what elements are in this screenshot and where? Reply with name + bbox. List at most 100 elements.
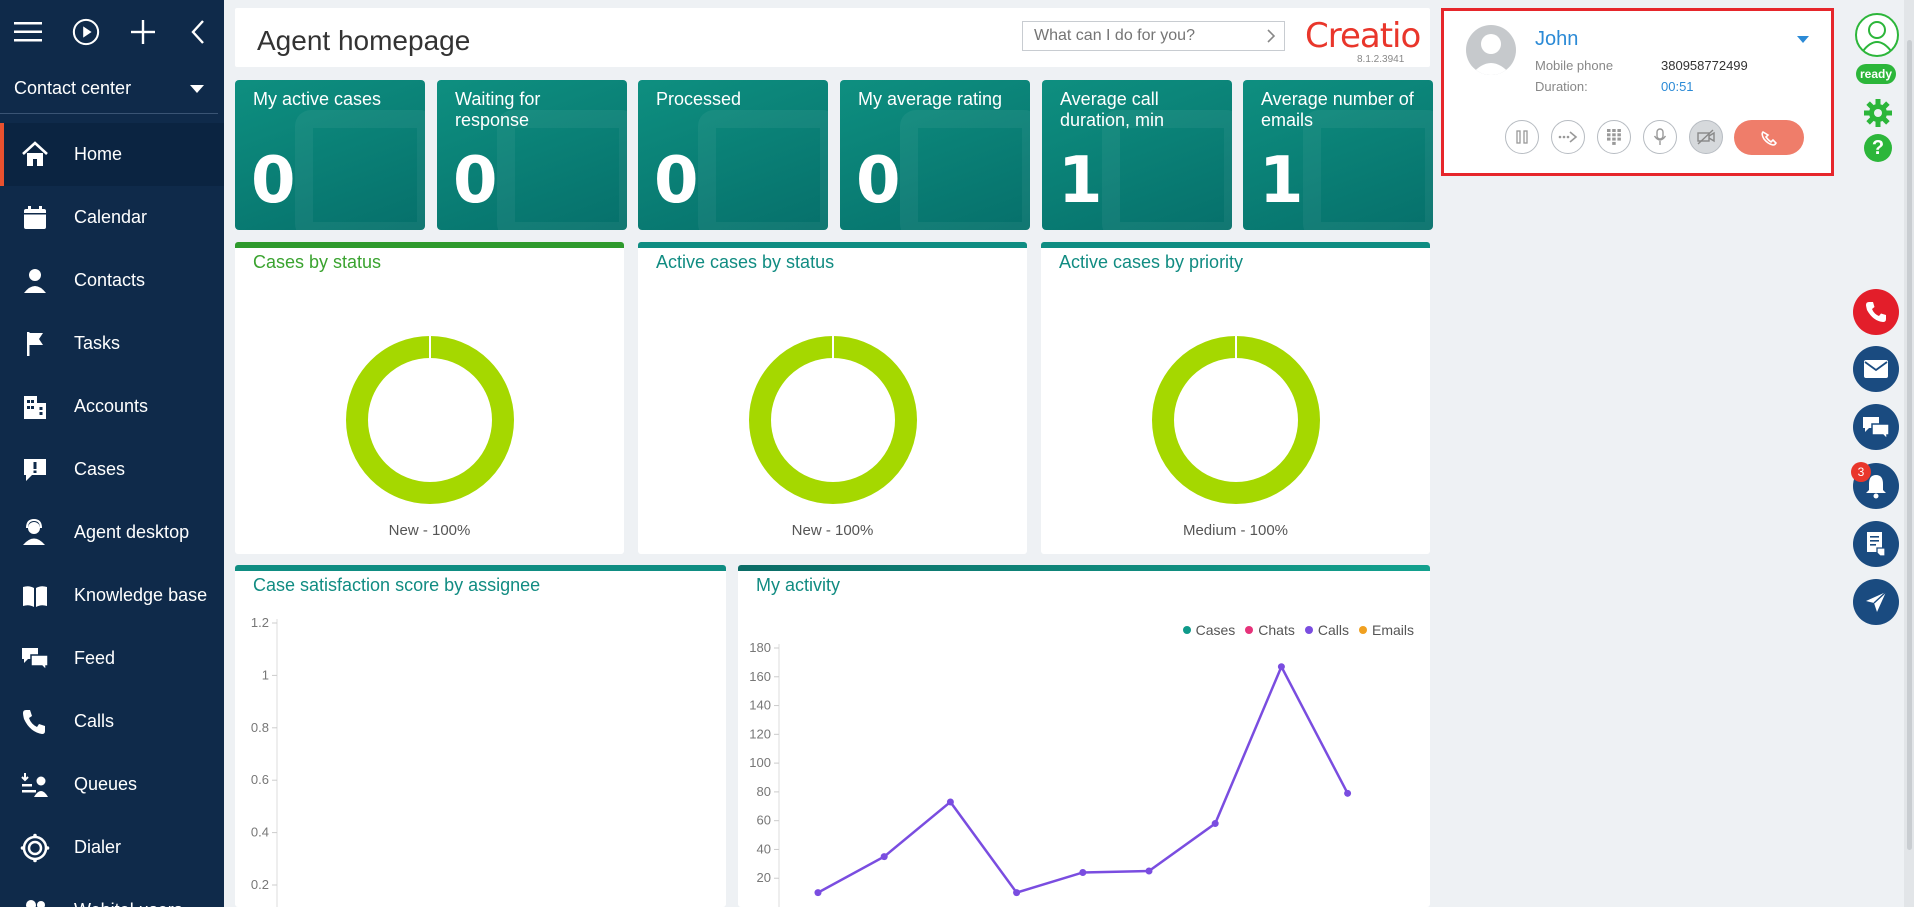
y-tick-label: 20	[757, 870, 771, 885]
legend-label: Calls	[1317, 622, 1349, 638]
satisfaction-panel: Case satisfaction score by assignee 1.2 1…	[235, 565, 726, 907]
sidebar-item-label: Calendar	[74, 207, 148, 227]
play-icon[interactable]	[72, 18, 100, 46]
collapse-icon[interactable]	[186, 18, 210, 46]
notification-count: 3	[1851, 462, 1871, 482]
user-profile-button[interactable]	[1855, 13, 1899, 57]
video-off-icon	[1697, 129, 1715, 145]
satisfaction-chart: 1.2 1 0.8 0.6 0.4 0.2	[251, 615, 278, 907]
sidebar-item-label: Dialer	[74, 837, 122, 857]
legend-item[interactable]: Calls	[1304, 622, 1349, 638]
sidebar-item-agent-desktop[interactable]: Agent desktop	[0, 501, 224, 564]
phone-button[interactable]	[1853, 289, 1899, 335]
send-button[interactable]	[1853, 579, 1899, 625]
menu-icon[interactable]	[14, 18, 42, 46]
satisfaction-title: Case satisfaction score by assignee	[253, 575, 541, 595]
tile-decoration	[1102, 110, 1232, 230]
sidebar-item-accounts[interactable]: Accounts	[0, 375, 224, 438]
sidebar-item-calendar[interactable]: Calendar	[0, 186, 224, 249]
data-point[interactable]	[1013, 889, 1021, 897]
tile-decoration	[1303, 110, 1433, 230]
sidebar-item-knowledge-base[interactable]: Knowledge base	[0, 564, 224, 627]
transfer-button[interactable]	[1551, 120, 1585, 154]
command-line[interactable]	[1022, 21, 1285, 51]
kpi-tile[interactable]: Average call duration, min 1	[1042, 80, 1232, 230]
donut-chart[interactable]	[1041, 242, 1430, 554]
help-button[interactable]: ?	[1864, 134, 1892, 162]
donut-chart[interactable]	[235, 242, 624, 554]
y-tick-label: 1.2	[251, 615, 269, 630]
sidebar-item-tasks[interactable]: Tasks	[0, 312, 224, 375]
mute-button[interactable]	[1643, 120, 1677, 154]
chevron-down-icon[interactable]	[1797, 36, 1809, 43]
chart-legend: Cases Chats Calls Emails	[1182, 622, 1414, 638]
caller-name[interactable]: John	[1535, 28, 1579, 50]
scrollbar-thumb[interactable]	[1907, 40, 1912, 850]
donut-panel: Active cases by status New - 100%	[638, 242, 1027, 554]
sidebar-item-cases[interactable]: Cases	[0, 438, 224, 501]
data-point[interactable]	[814, 889, 822, 897]
sidebar-item-dialer[interactable]: Dialer	[0, 816, 224, 879]
kpi-tile[interactable]: Processed 0	[638, 80, 828, 230]
donut-panel: Cases by status New - 100%	[235, 242, 624, 554]
data-point[interactable]	[1145, 867, 1153, 875]
donut-chart[interactable]	[638, 242, 1027, 554]
donut-label: New - 100%	[388, 522, 471, 539]
kpi-tile[interactable]: My active cases 0	[235, 80, 425, 230]
email-icon	[1864, 360, 1888, 378]
kpi-tile[interactable]: Waiting for response 0	[437, 80, 627, 230]
kpi-title: My average rating	[858, 89, 1003, 109]
status-badge[interactable]: ready	[1856, 64, 1896, 84]
data-point[interactable]	[1211, 820, 1219, 828]
chevron-right-icon[interactable]	[1266, 28, 1276, 44]
sidebar-item-webitel-users[interactable]: Webitel users	[0, 879, 224, 907]
hangup-button[interactable]	[1734, 120, 1804, 155]
workplace-selector[interactable]: Contact center	[0, 64, 218, 114]
sidebar-item-calls[interactable]: Calls	[0, 690, 224, 753]
data-point[interactable]	[946, 798, 954, 806]
logo: Creatio	[1305, 16, 1421, 56]
legend-item[interactable]: Cases	[1182, 622, 1235, 638]
phone-number: 380958772499	[1661, 58, 1748, 73]
hold-button[interactable]	[1505, 120, 1539, 154]
kpi-title: Average call duration, min	[1060, 89, 1165, 130]
legend-item[interactable]: Emails	[1358, 622, 1414, 638]
sidebar-item-home[interactable]: Home	[0, 123, 224, 186]
sidebar-item-contacts[interactable]: Contacts	[0, 249, 224, 312]
kpi-tile[interactable]: My average rating 0	[840, 80, 1030, 230]
document-icon	[1867, 532, 1886, 557]
data-point[interactable]	[880, 853, 888, 861]
sidebar-menu: Home Calendar Contacts Tasks Accounts Cases Ag…	[0, 123, 224, 907]
activity-title: My activity	[756, 575, 841, 595]
data-point[interactable]	[1277, 663, 1285, 671]
tile-decoration	[900, 110, 1030, 230]
y-tick-label: 0.2	[251, 877, 269, 892]
donut-panel: Active cases by priority Medium - 100%	[1041, 242, 1430, 554]
sidebar-item-feed[interactable]: Feed	[0, 627, 224, 690]
building-icon	[20, 392, 50, 422]
phone-icon	[1866, 302, 1886, 322]
kpi-value: 0	[856, 144, 901, 218]
sidebar-item-queues[interactable]: Queues	[0, 753, 224, 816]
gear-icon[interactable]	[1863, 98, 1893, 128]
add-icon[interactable]	[130, 18, 156, 46]
data-point[interactable]	[1079, 868, 1087, 876]
phone-icon	[20, 707, 50, 737]
y-tick-label: 0.8	[251, 720, 269, 735]
case-icon	[20, 455, 50, 485]
legend-swatch	[1182, 626, 1191, 634]
documents-button[interactable]	[1853, 521, 1899, 567]
video-button[interactable]	[1689, 120, 1723, 154]
y-tick-label: 0.6	[251, 772, 269, 787]
legend-item[interactable]: Chats	[1245, 622, 1295, 638]
chat-button[interactable]	[1853, 404, 1899, 450]
donut-slice	[1152, 336, 1320, 504]
kpi-tile[interactable]: Average number of emails 1	[1243, 80, 1433, 230]
dialpad-button[interactable]	[1597, 120, 1631, 154]
y-tick-label: 60	[757, 813, 771, 828]
paper-plane-icon	[1866, 591, 1887, 612]
command-input[interactable]	[1034, 27, 1254, 45]
data-point[interactable]	[1344, 789, 1352, 797]
kpi-title: My active cases	[253, 89, 382, 109]
email-button[interactable]	[1853, 346, 1899, 392]
